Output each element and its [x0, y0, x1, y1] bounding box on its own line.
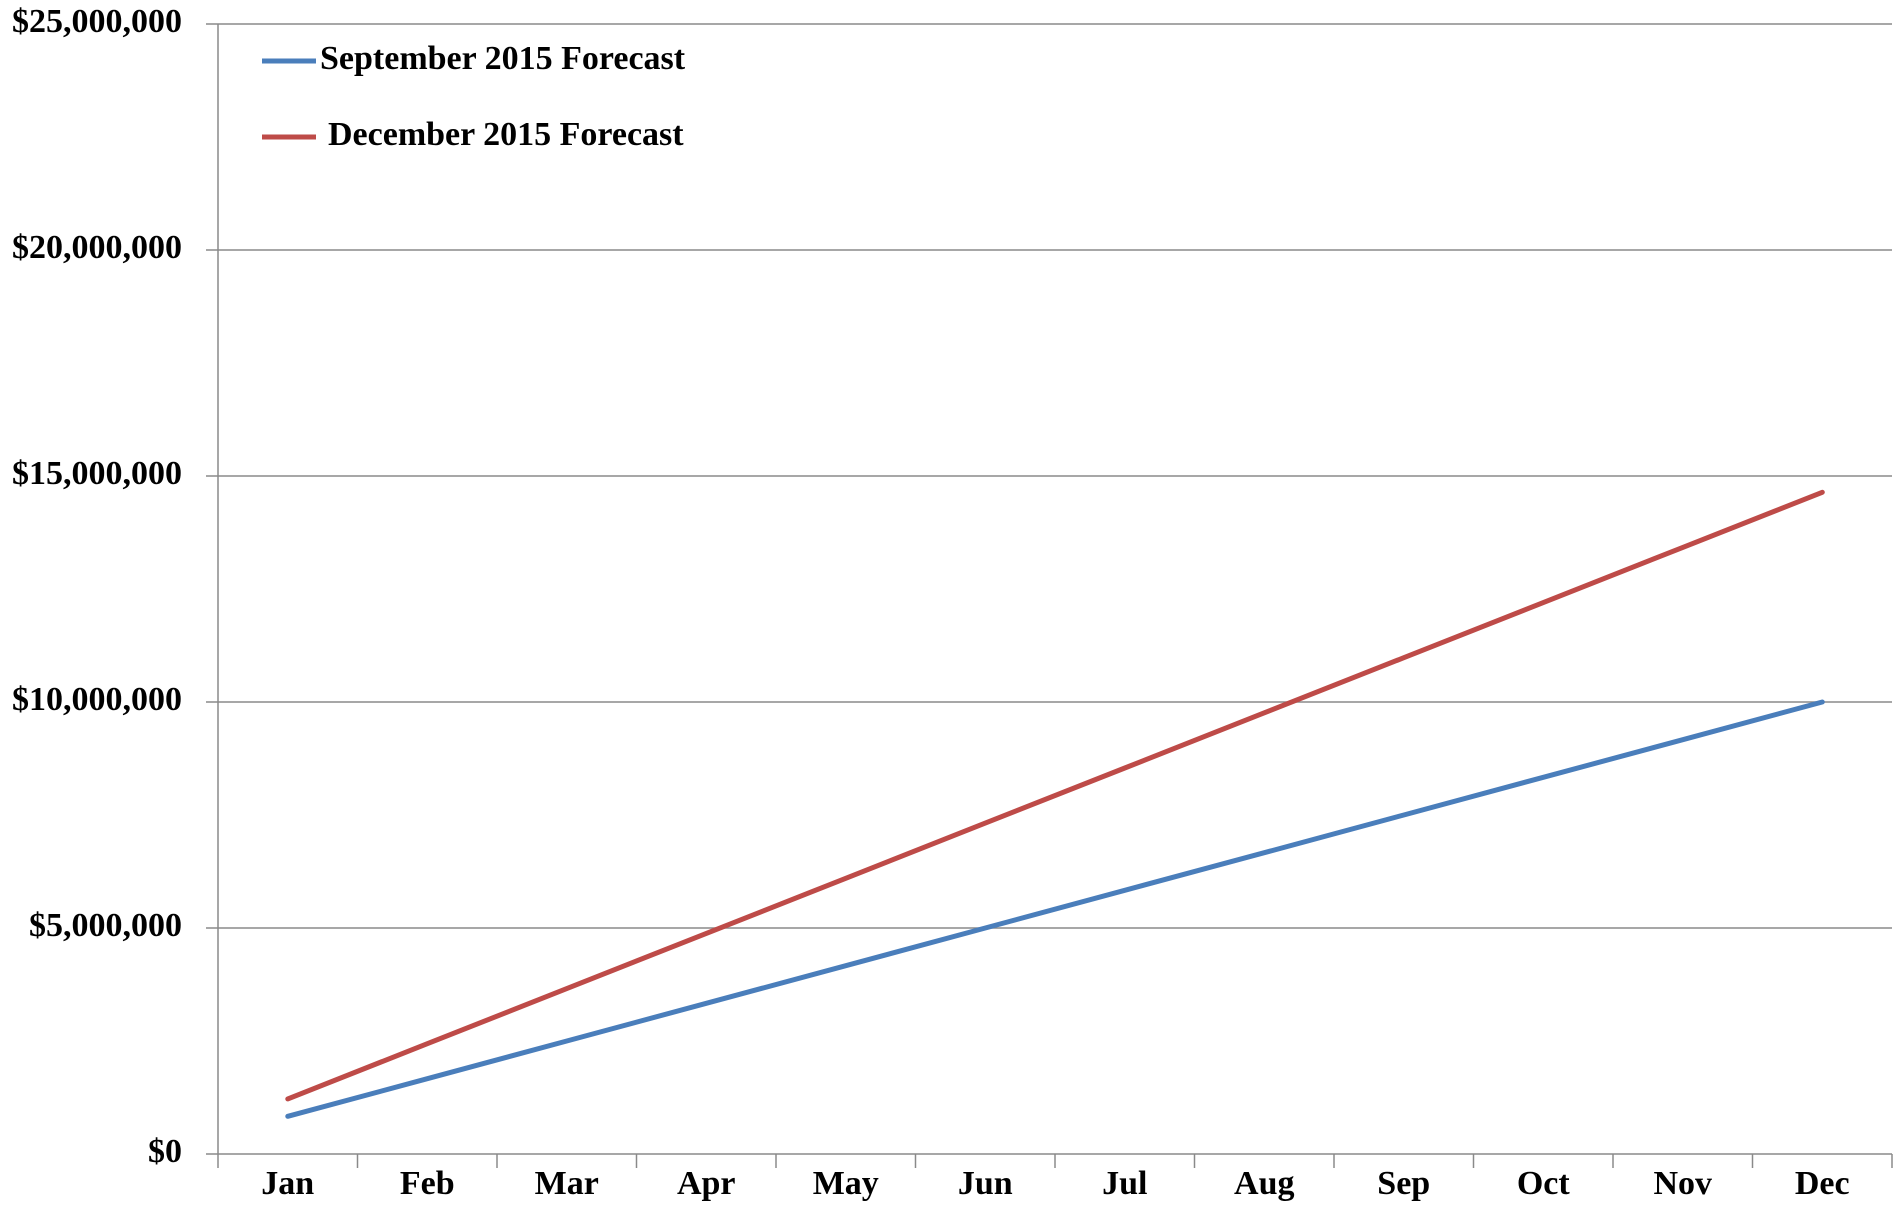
x-tick-label: Sep — [1377, 1165, 1430, 1202]
y-tick-label: $0 — [148, 1133, 182, 1170]
y-tick-label: $25,000,000 — [12, 3, 182, 40]
x-tick-label: Jul — [1102, 1165, 1147, 1202]
legend-label: December 2015 Forecast — [328, 116, 684, 153]
x-tick-label: Nov — [1653, 1165, 1712, 1202]
x-tick-label: Oct — [1517, 1165, 1571, 1202]
series-line — [285, 699, 1825, 1119]
y-tick-label: $15,000,000 — [12, 455, 182, 492]
x-tick-label: Dec — [1795, 1165, 1850, 1202]
x-tick-label: Jan — [261, 1165, 314, 1202]
x-tick-label: Jun — [958, 1165, 1013, 1202]
x-tick-label: May — [813, 1165, 879, 1202]
legend-label: September 2015 Forecast — [320, 40, 686, 77]
x-tick-label: Aug — [1234, 1165, 1294, 1202]
x-tick-label: Feb — [400, 1165, 455, 1202]
y-tick-label: $10,000,000 — [12, 681, 182, 718]
x-tick-label: Mar — [535, 1165, 599, 1202]
y-tick-label: $20,000,000 — [12, 229, 182, 266]
y-tick-label: $5,000,000 — [29, 907, 182, 944]
series-line — [285, 489, 1825, 1102]
x-tick-label: Apr — [677, 1165, 736, 1202]
